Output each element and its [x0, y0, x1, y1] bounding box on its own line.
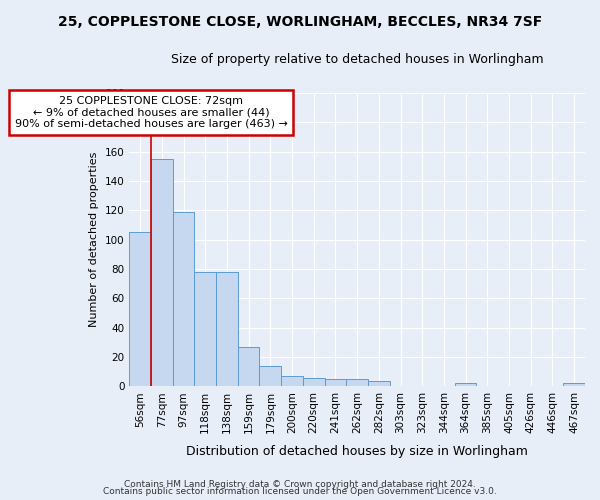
Bar: [129, 232, 151, 386]
Title: Size of property relative to detached houses in Worlingham: Size of property relative to detached ho…: [171, 52, 544, 66]
Text: Contains public sector information licensed under the Open Government Licence v3: Contains public sector information licen…: [103, 487, 497, 496]
Bar: [259, 366, 281, 386]
Bar: [238, 347, 259, 387]
Bar: [151, 159, 173, 386]
Text: 25, COPPLESTONE CLOSE, WORLINGHAM, BECCLES, NR34 7SF: 25, COPPLESTONE CLOSE, WORLINGHAM, BECCL…: [58, 15, 542, 29]
Bar: [303, 378, 325, 386]
Text: 25 COPPLESTONE CLOSE: 72sqm
← 9% of detached houses are smaller (44)
90% of semi: 25 COPPLESTONE CLOSE: 72sqm ← 9% of deta…: [14, 96, 287, 129]
Text: Contains HM Land Registry data © Crown copyright and database right 2024.: Contains HM Land Registry data © Crown c…: [124, 480, 476, 489]
Bar: [194, 272, 216, 386]
Y-axis label: Number of detached properties: Number of detached properties: [89, 152, 99, 328]
Bar: [325, 379, 346, 386]
Bar: [368, 380, 389, 386]
X-axis label: Distribution of detached houses by size in Worlingham: Distribution of detached houses by size …: [186, 444, 528, 458]
Bar: [216, 272, 238, 386]
Bar: [281, 376, 303, 386]
Bar: [173, 212, 194, 386]
Bar: [455, 384, 476, 386]
Bar: [346, 379, 368, 386]
Bar: [563, 384, 585, 386]
